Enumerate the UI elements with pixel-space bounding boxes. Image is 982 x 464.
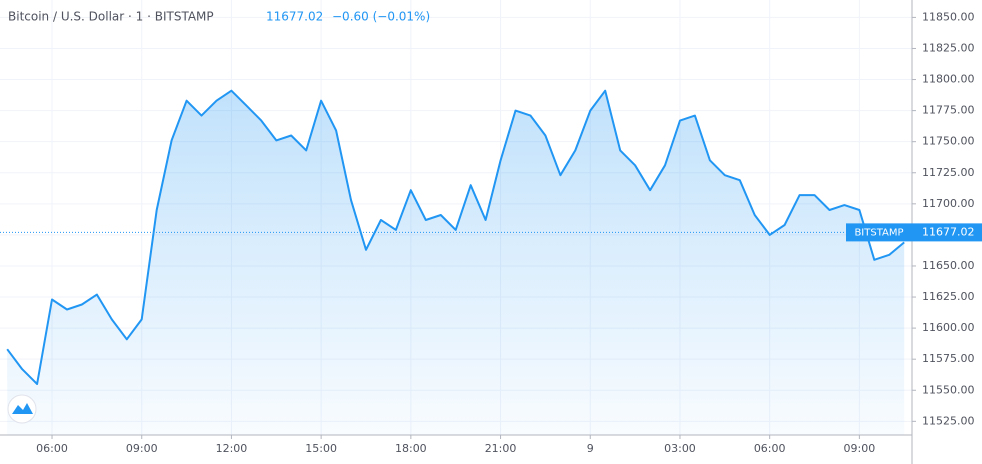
price-change: −0.60 (−0.01%) [332, 10, 430, 24]
y-tick-label: 11525.00 [922, 414, 975, 427]
y-tick-label: 11575.00 [922, 352, 975, 365]
exchange-tag: BITSTAMP [854, 227, 903, 238]
price-tag: 11677.02 [922, 225, 975, 238]
y-tick-label: 11550.00 [922, 383, 975, 396]
y-tick-label: 11650.00 [922, 259, 975, 272]
chart-title: Bitcoin / U.S. Dollar · 1 · BITSTAMP [8, 10, 214, 24]
y-tick-label: 11750.00 [922, 135, 975, 148]
x-tick-label: 06:00 [754, 442, 786, 455]
area-fill [7, 90, 905, 435]
exchange-tag-bg [846, 223, 912, 242]
price-line [6, 89, 905, 385]
y-tick-label: 11625.00 [922, 290, 975, 303]
price-tag-bg [912, 223, 982, 242]
y-tick-label: 11725.00 [922, 166, 975, 179]
x-tick-label: 9 [587, 442, 594, 455]
x-tick-label: 09:00 [844, 442, 876, 455]
y-tick-label: 11825.00 [922, 41, 975, 54]
x-tick-label: 03:00 [664, 442, 696, 455]
plot [6, 89, 905, 435]
last-price: 11677.02 [266, 10, 323, 24]
x-tick-label: 06:00 [36, 442, 68, 455]
logo[interactable] [7, 394, 37, 424]
x-tick-label: 12:00 [216, 442, 248, 455]
y-tick-label: 11850.00 [922, 10, 975, 23]
x-tick-label: 15:00 [305, 442, 337, 455]
y-tick-label: 11700.00 [922, 197, 975, 210]
x-tick-label: 09:00 [126, 442, 158, 455]
x-tick-label: 21:00 [485, 442, 517, 455]
x-tick-label: 18:00 [395, 442, 427, 455]
y-tick-label: 11775.00 [922, 104, 975, 117]
y-tick-label: 11600.00 [922, 321, 975, 334]
y-tick-label: 11800.00 [922, 73, 975, 86]
